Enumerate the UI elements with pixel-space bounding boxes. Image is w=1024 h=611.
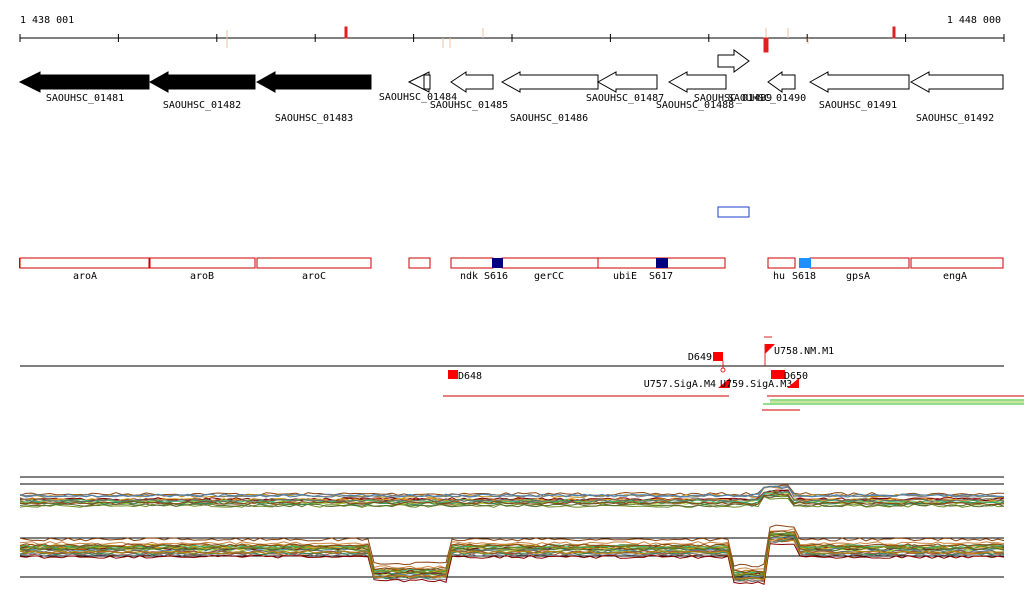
expression-profile bbox=[19, 491, 1005, 504]
gene-label: SAOUHSC_01484 bbox=[379, 92, 457, 103]
gene-box[interactable] bbox=[408, 257, 431, 269]
gene-label: SAOUHSC_01491 bbox=[819, 100, 897, 111]
gene-box[interactable]: engA bbox=[910, 257, 1004, 282]
expression-track-upper[interactable] bbox=[19, 476, 1005, 508]
gene-box[interactable]: gerCC bbox=[501, 257, 599, 282]
gene-box[interactable]: aroC bbox=[256, 257, 372, 282]
gene-arrow[interactable]: SAOUHSC_01490 bbox=[728, 71, 806, 104]
gene-label: SAOUHSC_01492 bbox=[916, 113, 994, 124]
gene-name-label: ubiE bbox=[613, 271, 637, 282]
gene-label: SAOUHSC_01490 bbox=[728, 93, 806, 104]
gene-track[interactable]: SAOUHSC_01481 SAOUHSC_01482 SAOUHSC_0148… bbox=[18, 49, 1004, 124]
gene-label: SAOUHSC_01485 bbox=[430, 100, 508, 111]
gene-arrow[interactable]: SAOUHSC_01487 bbox=[586, 71, 664, 104]
gene-box[interactable]: aroB bbox=[149, 257, 256, 282]
expression-profile bbox=[19, 528, 1005, 571]
site-label: S617 bbox=[649, 271, 673, 282]
feature-label: U759.SigA.M3 bbox=[720, 379, 792, 390]
expression-profile bbox=[19, 530, 1005, 574]
feature-d649[interactable]: D649 bbox=[688, 352, 726, 373]
gene-label: SAOUHSC_01489 bbox=[694, 93, 772, 104]
site-label: S616 bbox=[484, 271, 508, 282]
gene-arrow[interactable]: SAOUHSC_01481 bbox=[18, 71, 150, 104]
feature-u758[interactable]: U758.NM.M1 bbox=[764, 344, 834, 366]
site-marker[interactable]: S616 bbox=[484, 258, 508, 282]
gene-arrow[interactable]: SAOUHSC_01484 bbox=[379, 71, 457, 103]
gene-name-label: hu bbox=[773, 271, 785, 282]
feature-spans bbox=[762, 395, 1024, 411]
ruler-start-label: 1 438 001 bbox=[20, 15, 74, 26]
gene-label: SAOUHSC_01487 bbox=[586, 93, 664, 104]
expression-profile bbox=[20, 490, 1005, 503]
gene-arrow[interactable]: SAOUHSC_01491 bbox=[808, 71, 910, 111]
gene-box[interactable]: aroA bbox=[19, 257, 150, 282]
gene-label: SAOUHSC_01482 bbox=[163, 100, 241, 111]
feature-label: D649 bbox=[688, 352, 712, 363]
expression-profile bbox=[19, 493, 1005, 506]
site-label: S618 bbox=[792, 271, 816, 282]
expression-track-lower[interactable] bbox=[19, 524, 1005, 585]
feature-track[interactable]: D648 D649 U757.SigA.M4 U759.SigA.M3 U758… bbox=[20, 336, 1024, 411]
gene-name-label: aroC bbox=[302, 271, 326, 282]
gene-name-track[interactable]: aroA aroB aroC ndk gerCC ubiE hu gpsA en… bbox=[19, 257, 1004, 282]
expression-profile bbox=[19, 485, 1005, 498]
gene-label: SAOUHSC_01483 bbox=[275, 113, 353, 124]
gene-box[interactable]: hu bbox=[767, 257, 796, 282]
gene-arrow[interactable]: SAOUHSC_01488 bbox=[656, 71, 734, 111]
coordinate-ruler: 1 438 001 1 448 000 bbox=[19, 15, 1005, 53]
gene-arrow[interactable]: SAOUHSC_01489 bbox=[694, 49, 772, 104]
selection-box[interactable] bbox=[717, 206, 750, 218]
gene-name-label: ndk bbox=[460, 271, 478, 282]
feature-u757[interactable]: U757.SigA.M4 bbox=[644, 378, 730, 390]
gene-name-label: gpsA bbox=[846, 271, 870, 282]
expression-profile bbox=[19, 537, 1005, 579]
feature-label: D650 bbox=[784, 371, 808, 382]
expression-profile bbox=[19, 534, 1005, 577]
gene-name-label: engA bbox=[943, 271, 967, 282]
expression-profile bbox=[19, 524, 1005, 568]
gene-name-label: aroA bbox=[73, 271, 97, 282]
site-marker[interactable]: S618 bbox=[792, 258, 816, 282]
expression-profile bbox=[19, 484, 1005, 497]
gene-arrow[interactable]: SAOUHSC_01485 bbox=[430, 71, 508, 111]
feature-label: U758.NM.M1 bbox=[774, 346, 834, 357]
gene-label: SAOUHSC_01488 bbox=[656, 100, 734, 111]
gene-box[interactable]: gpsA bbox=[809, 257, 910, 282]
feature-label: U757.SigA.M4 bbox=[644, 379, 716, 390]
ruler-hits bbox=[226, 26, 896, 53]
expression-profile bbox=[19, 537, 1005, 581]
gene-arrow[interactable]: SAOUHSC_01492 bbox=[909, 71, 1004, 124]
gene-arrow[interactable]: SAOUHSC_01486 bbox=[500, 71, 599, 124]
gene-name-label: gerCC bbox=[534, 271, 564, 282]
gene-arrow[interactable]: SAOUHSC_01482 bbox=[148, 71, 256, 111]
feature-label: D648 bbox=[458, 371, 482, 382]
feature-d648[interactable]: D648 bbox=[448, 370, 482, 382]
expression-profile bbox=[19, 543, 1005, 585]
gene-arrow[interactable]: SAOUHSC_01483 bbox=[255, 71, 372, 124]
gene-name-label: aroB bbox=[190, 271, 214, 282]
gene-label: SAOUHSC_01486 bbox=[510, 113, 588, 124]
feature-u759[interactable]: U759.SigA.M3 bbox=[720, 378, 799, 390]
ruler-end-label: 1 448 000 bbox=[947, 15, 1001, 26]
ruler-ticks bbox=[19, 34, 1005, 42]
site-marker[interactable]: S617 bbox=[649, 258, 673, 282]
expression-profile bbox=[19, 495, 1005, 508]
gene-label: SAOUHSC_01481 bbox=[46, 93, 124, 104]
feature-d650[interactable]: D650 bbox=[771, 370, 808, 382]
